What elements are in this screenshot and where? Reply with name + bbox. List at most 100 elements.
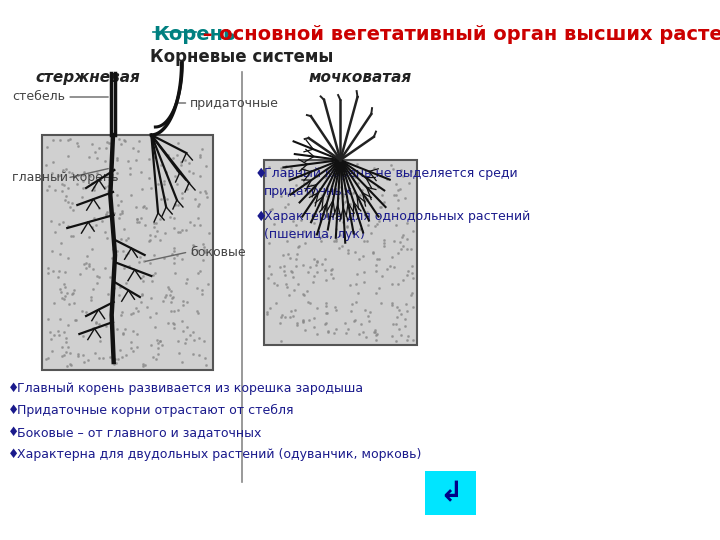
Point [125, 343, 137, 352]
Point [399, 321, 410, 330]
Point [274, 263, 286, 272]
Point [384, 262, 396, 271]
Point [49, 185, 60, 194]
Point [54, 285, 66, 293]
Point [395, 245, 407, 253]
Point [55, 288, 67, 296]
Point [131, 214, 143, 223]
Point [154, 236, 166, 245]
Point [278, 266, 289, 275]
Point [199, 186, 211, 195]
Point [369, 326, 381, 335]
Point [42, 354, 54, 362]
Point [350, 316, 361, 325]
Point [114, 197, 126, 206]
Point [351, 160, 363, 168]
Point [125, 170, 136, 179]
Point [364, 308, 376, 316]
Point [196, 286, 207, 295]
Point [280, 161, 292, 170]
Point [343, 245, 354, 254]
Point [138, 272, 149, 280]
Point [388, 236, 400, 245]
Point [55, 249, 66, 258]
Point [199, 245, 210, 254]
Point [184, 218, 195, 226]
Point [337, 218, 348, 226]
Point [70, 316, 81, 325]
Point [285, 266, 297, 275]
Point [50, 228, 61, 237]
Point [169, 172, 181, 180]
Point [308, 272, 320, 280]
Point [64, 135, 76, 144]
Point [53, 220, 65, 228]
Point [341, 221, 353, 230]
Point [268, 279, 279, 287]
Point [332, 177, 343, 186]
Point [152, 180, 163, 188]
Point [311, 303, 323, 312]
Point [325, 269, 337, 278]
Point [306, 217, 318, 226]
Point [62, 152, 73, 160]
Point [279, 312, 291, 321]
Point [280, 188, 292, 197]
Point [348, 317, 360, 326]
Point [266, 205, 278, 214]
Point [99, 228, 111, 237]
Point [126, 191, 138, 200]
Point [279, 262, 290, 271]
Point [181, 298, 193, 306]
Point [330, 325, 342, 333]
Point [385, 161, 397, 170]
Point [341, 222, 352, 231]
Point [192, 268, 204, 277]
Point [147, 277, 158, 286]
Point [127, 326, 139, 335]
Point [71, 180, 83, 188]
Point [183, 167, 194, 176]
Point [46, 347, 58, 355]
Point [42, 269, 54, 278]
Point [186, 168, 198, 177]
Point [117, 247, 129, 256]
Point [167, 153, 179, 162]
Point [298, 179, 310, 188]
Point [145, 294, 157, 302]
Point [88, 324, 99, 333]
Point [59, 283, 71, 292]
Point [403, 179, 415, 187]
Point [40, 161, 51, 170]
Point [271, 281, 283, 289]
Point [117, 208, 128, 217]
Point [402, 332, 414, 341]
Point [148, 223, 160, 232]
Point [193, 334, 204, 342]
Point [370, 330, 382, 339]
Point [308, 314, 320, 323]
Point [408, 302, 419, 311]
Point [395, 184, 406, 193]
Point [311, 172, 323, 181]
Point [391, 336, 402, 345]
Text: мочковатая: мочковатая [308, 70, 411, 85]
Point [62, 184, 73, 192]
Point [131, 342, 143, 351]
Point [302, 286, 313, 295]
Point [158, 177, 169, 186]
Point [63, 168, 75, 177]
Point [172, 227, 184, 236]
Point [351, 298, 362, 307]
Point [261, 309, 273, 318]
Point [156, 341, 167, 349]
Point [184, 331, 196, 340]
Point [396, 309, 408, 318]
Point [402, 244, 413, 253]
Point [374, 284, 385, 292]
Point [101, 208, 112, 217]
Point [191, 245, 202, 254]
Point [112, 201, 124, 210]
Point [194, 200, 205, 209]
Point [351, 270, 362, 279]
